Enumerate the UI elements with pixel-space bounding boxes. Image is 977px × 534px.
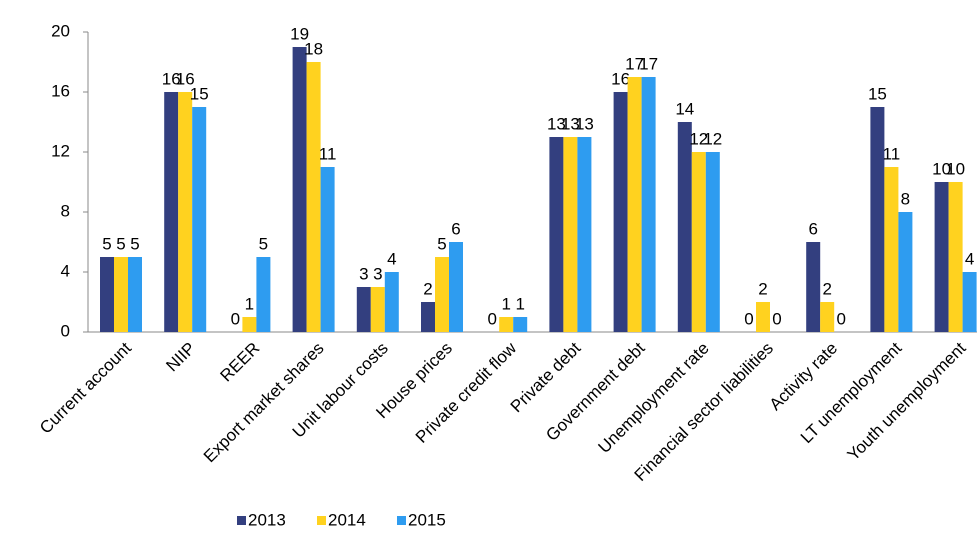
- value-label: 0: [772, 309, 781, 328]
- value-label: 16: [176, 69, 195, 88]
- value-label: 4: [965, 249, 974, 268]
- y-tick-label: 8: [61, 201, 70, 220]
- value-label: 5: [259, 234, 268, 253]
- bar: [114, 257, 128, 332]
- value-label: 11: [883, 144, 901, 163]
- bar: [435, 257, 449, 332]
- value-label: 5: [437, 234, 446, 253]
- legend-swatch: [237, 516, 246, 525]
- value-label: 0: [744, 309, 753, 328]
- bar: [292, 47, 307, 332]
- bar: [100, 257, 114, 332]
- bar: [178, 92, 193, 332]
- bar: [577, 137, 592, 332]
- value-label: 13: [561, 114, 580, 133]
- bar: [884, 167, 899, 332]
- bar: [256, 257, 271, 332]
- x-tick-label: Export market shares: [200, 339, 328, 467]
- value-label: 11: [319, 144, 337, 163]
- y-tick-label: 16: [51, 81, 70, 100]
- x-tick-label: NIIP: [162, 339, 199, 376]
- x-tick-label: REER: [217, 339, 264, 386]
- bar: [499, 317, 514, 332]
- value-label: 10: [946, 159, 965, 178]
- x-tick-label: Current account: [36, 338, 135, 437]
- x-tick-label: Unemployment rate: [594, 339, 712, 457]
- y-tick-label: 12: [51, 141, 70, 160]
- bar: [820, 302, 835, 332]
- value-label: 2: [822, 279, 831, 298]
- value-label: 10: [932, 159, 951, 178]
- value-label: 18: [304, 39, 323, 58]
- value-label: 12: [703, 129, 722, 148]
- bar: [192, 107, 207, 332]
- value-label: 15: [868, 84, 887, 103]
- value-label: 12: [689, 129, 708, 148]
- value-label: 0: [487, 309, 496, 328]
- bar: [384, 272, 399, 332]
- bar: [513, 317, 528, 332]
- value-label: 1: [515, 294, 524, 313]
- value-label: 17: [625, 54, 644, 73]
- legend-label: 2015: [408, 510, 446, 529]
- bar: [677, 122, 692, 332]
- value-label: 1: [245, 294, 254, 313]
- bar: [691, 152, 706, 332]
- value-label: 13: [547, 114, 566, 133]
- bar: [870, 107, 885, 332]
- bar: [370, 287, 385, 332]
- value-label: 5: [130, 234, 139, 253]
- y-tick-label: 0: [61, 321, 70, 340]
- bar: [164, 92, 179, 332]
- value-label: 4: [387, 249, 396, 268]
- value-label: 8: [901, 189, 910, 208]
- value-label: 0: [231, 309, 240, 328]
- value-label: 2: [758, 279, 767, 298]
- value-label: 5: [102, 234, 111, 253]
- x-tick-label: Youth unemployment: [844, 338, 970, 464]
- value-label: 5: [116, 234, 125, 253]
- y-tick-label: 20: [51, 21, 70, 40]
- bar: [613, 92, 628, 332]
- value-label: 15: [190, 84, 209, 103]
- bar: [627, 77, 642, 332]
- value-label: 13: [575, 114, 594, 133]
- bar: [962, 272, 977, 332]
- value-label: 17: [639, 54, 658, 73]
- bar: [128, 257, 142, 332]
- legend-swatch: [317, 516, 326, 525]
- value-label: 6: [808, 219, 817, 238]
- value-label: 0: [836, 309, 845, 328]
- bar: [898, 212, 913, 332]
- bar: [306, 62, 321, 332]
- bar: [934, 182, 949, 332]
- value-label: 6: [451, 219, 460, 238]
- value-label: 16: [611, 69, 630, 88]
- value-label: 1: [501, 294, 510, 313]
- bar: [320, 167, 335, 332]
- bar: [948, 182, 963, 332]
- value-label: 2: [423, 279, 432, 298]
- value-label: 14: [675, 99, 694, 118]
- value-label: 16: [162, 69, 181, 88]
- bar: [756, 302, 770, 332]
- value-label: 3: [359, 264, 368, 283]
- bar: [705, 152, 720, 332]
- bar: [356, 287, 371, 332]
- legend-label: 2013: [248, 510, 286, 529]
- legend-swatch: [397, 516, 406, 525]
- legend-label: 2014: [328, 510, 366, 529]
- bar: [242, 317, 257, 332]
- bar: [563, 137, 578, 332]
- value-label: 3: [373, 264, 382, 283]
- bar: [421, 302, 435, 332]
- value-label: 19: [290, 24, 309, 43]
- bar: [806, 242, 821, 332]
- y-tick-label: 4: [61, 261, 70, 280]
- bar: [641, 77, 656, 332]
- bar: [449, 242, 463, 332]
- bar: [549, 137, 564, 332]
